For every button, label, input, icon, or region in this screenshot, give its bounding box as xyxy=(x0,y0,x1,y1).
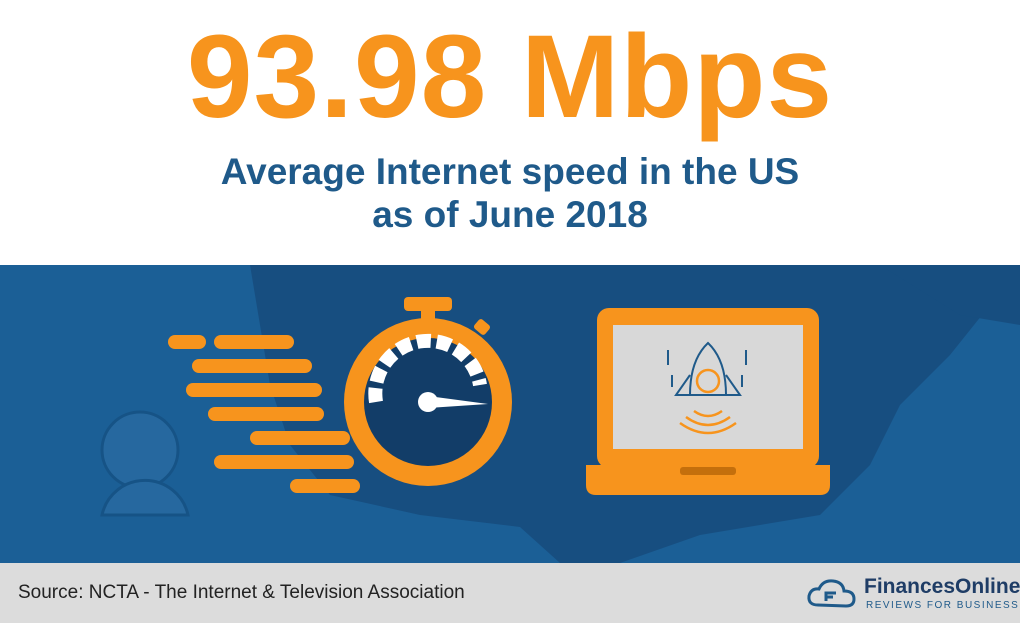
headline: 93.98 Mbps xyxy=(186,11,834,143)
footer: Source: NCTA - The Internet & Television… xyxy=(0,563,1020,623)
logo-name: FinancesOnline xyxy=(864,575,1020,598)
illustration xyxy=(0,265,1020,563)
subtitle-line: as of June 2018 xyxy=(372,194,648,235)
logo-tagline: REVIEWS FOR BUSINESS xyxy=(866,600,1020,611)
logo-icon xyxy=(807,579,856,608)
source: Source: NCTA - The Internet & Television… xyxy=(18,582,465,603)
subtitle-line: Average Internet speed in the US xyxy=(220,151,800,192)
